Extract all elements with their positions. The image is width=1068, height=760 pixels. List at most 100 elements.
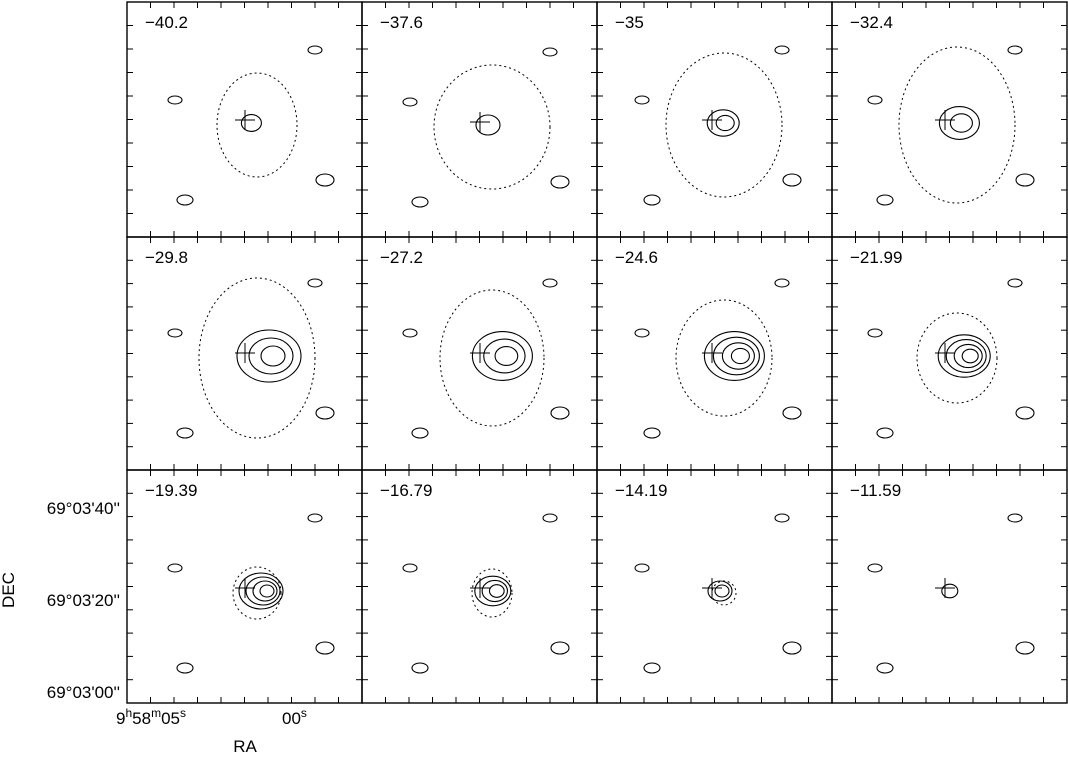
contour (643, 427, 661, 439)
contour (411, 662, 429, 674)
contour (941, 583, 959, 599)
contour (867, 563, 883, 573)
contour (315, 173, 335, 187)
contour (715, 114, 735, 132)
contour (782, 641, 802, 655)
beam-ellipse (471, 568, 513, 618)
beam-ellipse (232, 566, 282, 620)
contour (703, 331, 765, 381)
contour (937, 334, 991, 378)
velocity-label: −27.2 (380, 248, 423, 267)
velocity-label: −11.59 (850, 481, 901, 500)
contour (176, 662, 194, 674)
contour (712, 336, 760, 376)
panel: −37.6 (361, 1, 598, 238)
x-tick-part: 9 (116, 709, 125, 728)
contour (236, 329, 302, 383)
y-tick-label: 69°03'20'' (47, 591, 120, 610)
contour (634, 563, 650, 573)
contour (707, 580, 733, 602)
contour (550, 175, 570, 189)
contour (240, 114, 262, 132)
velocity-label: −37.6 (380, 13, 423, 32)
panel: −16.79 (361, 469, 598, 704)
x-tick-label: 00s (282, 706, 307, 728)
contour (542, 513, 558, 523)
beam-ellipse (216, 72, 298, 178)
contour (167, 95, 183, 105)
contour (402, 328, 418, 338)
x-tick-part: s (180, 706, 186, 720)
contour (949, 113, 973, 133)
velocity-label: −35 (615, 13, 644, 32)
velocity-label: −16.79 (380, 481, 432, 500)
panel-frame (596, 469, 833, 704)
x-tick-part: 00 (282, 709, 301, 728)
contour (542, 278, 558, 288)
beam-ellipse (916, 312, 998, 404)
contour (238, 572, 284, 610)
contour (774, 513, 790, 523)
contour (634, 95, 650, 105)
panel: −21.99 (831, 236, 1068, 471)
contour (245, 576, 281, 606)
contour (782, 173, 802, 187)
velocity-label: −32.4 (850, 13, 893, 32)
contour (402, 563, 418, 573)
contour (483, 338, 526, 374)
contour (1007, 513, 1023, 523)
contour (945, 339, 987, 373)
contour (1015, 641, 1035, 655)
contour (471, 331, 533, 381)
contour (867, 95, 883, 105)
x-tick-part: h (125, 706, 132, 720)
contour (643, 194, 661, 206)
panel: −32.4 (831, 1, 1068, 238)
contour (774, 45, 790, 55)
contour (260, 345, 286, 367)
contour (938, 106, 980, 140)
contour (307, 513, 323, 523)
contour (252, 580, 278, 602)
velocity-label: −14.19 (615, 481, 667, 500)
beam-ellipse (665, 52, 783, 198)
velocity-label: −21.99 (850, 248, 902, 267)
contour (488, 584, 505, 598)
contour (315, 406, 335, 420)
panel: −24.6 (596, 236, 833, 471)
contour (315, 641, 335, 655)
beam-ellipse (198, 277, 316, 439)
contour (167, 563, 183, 573)
contour (475, 114, 501, 136)
contour (1015, 406, 1035, 420)
velocity-label: −29.8 (145, 248, 188, 267)
contour (1015, 173, 1035, 187)
panel-frame (831, 469, 1068, 704)
beam-ellipse (675, 299, 773, 417)
x-tick-part: 58 (132, 709, 151, 728)
x-tick-part: m (151, 706, 161, 720)
contour (550, 641, 570, 655)
contour (248, 337, 294, 375)
contour (961, 348, 979, 364)
y-axis-label: DEC (0, 572, 18, 608)
contour (774, 278, 790, 288)
contour (176, 194, 194, 206)
contour (714, 584, 730, 598)
contour (411, 427, 429, 439)
beam-ellipse (898, 46, 1016, 204)
contour (474, 575, 512, 607)
velocity-label: −19.39 (145, 481, 197, 500)
contour (167, 328, 183, 338)
y-tick-label: 69°03'40'' (47, 499, 120, 518)
contour (402, 97, 418, 107)
beam-ellipse (439, 289, 545, 427)
contour (1007, 278, 1023, 288)
contour (730, 347, 750, 365)
panel: −14.19 (596, 469, 833, 704)
x-axis-label: RA (233, 737, 257, 756)
contour (259, 584, 275, 598)
contour (876, 662, 894, 674)
panel: −29.8 (126, 236, 363, 471)
